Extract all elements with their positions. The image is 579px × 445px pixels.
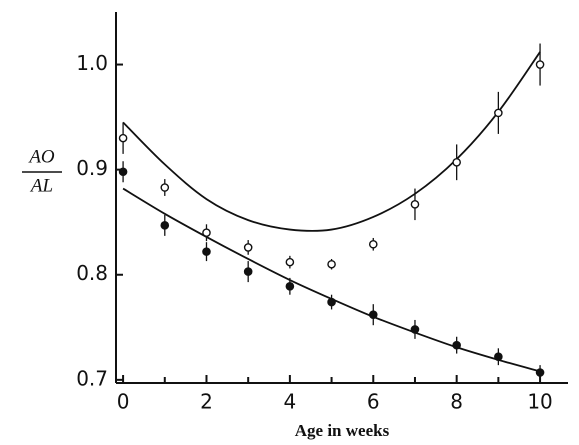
- x-tick-label: 2: [200, 390, 213, 414]
- point: [243, 243, 253, 252]
- point: [410, 200, 420, 209]
- point: [285, 257, 295, 267]
- point: [535, 368, 545, 377]
- y-axis-label-denominator: AL: [29, 175, 53, 196]
- x-tick-label: 6: [367, 390, 380, 414]
- point: [452, 340, 461, 350]
- point: [410, 325, 420, 334]
- fit-curve: [122, 187, 541, 373]
- x-axis-label: Age in weeks: [295, 421, 390, 440]
- point: [118, 133, 128, 143]
- y-tick-label: 1.0: [76, 51, 108, 75]
- point: [368, 239, 378, 249]
- point: [118, 167, 128, 177]
- point: [160, 183, 170, 192]
- x-tick-label: 0: [117, 390, 130, 414]
- y-tick-label: 0.8: [76, 261, 108, 285]
- x-tick-label: 10: [527, 390, 552, 414]
- y-tick-label: 0.9: [76, 156, 108, 180]
- fit-curve: [122, 51, 541, 232]
- point: [494, 108, 503, 118]
- point: [452, 157, 461, 167]
- point: [285, 282, 295, 291]
- point: [243, 267, 253, 276]
- point: [327, 297, 336, 307]
- y-tick-label: 0.7: [76, 366, 108, 390]
- point: [202, 247, 211, 256]
- point: [535, 60, 545, 69]
- point: [327, 259, 336, 269]
- x-tick-label: 4: [284, 390, 297, 414]
- x-tick-label: 8: [450, 390, 463, 414]
- point: [368, 310, 378, 319]
- y-axis-label-numerator: AO: [27, 146, 55, 167]
- point: [160, 221, 170, 230]
- point: [494, 352, 503, 362]
